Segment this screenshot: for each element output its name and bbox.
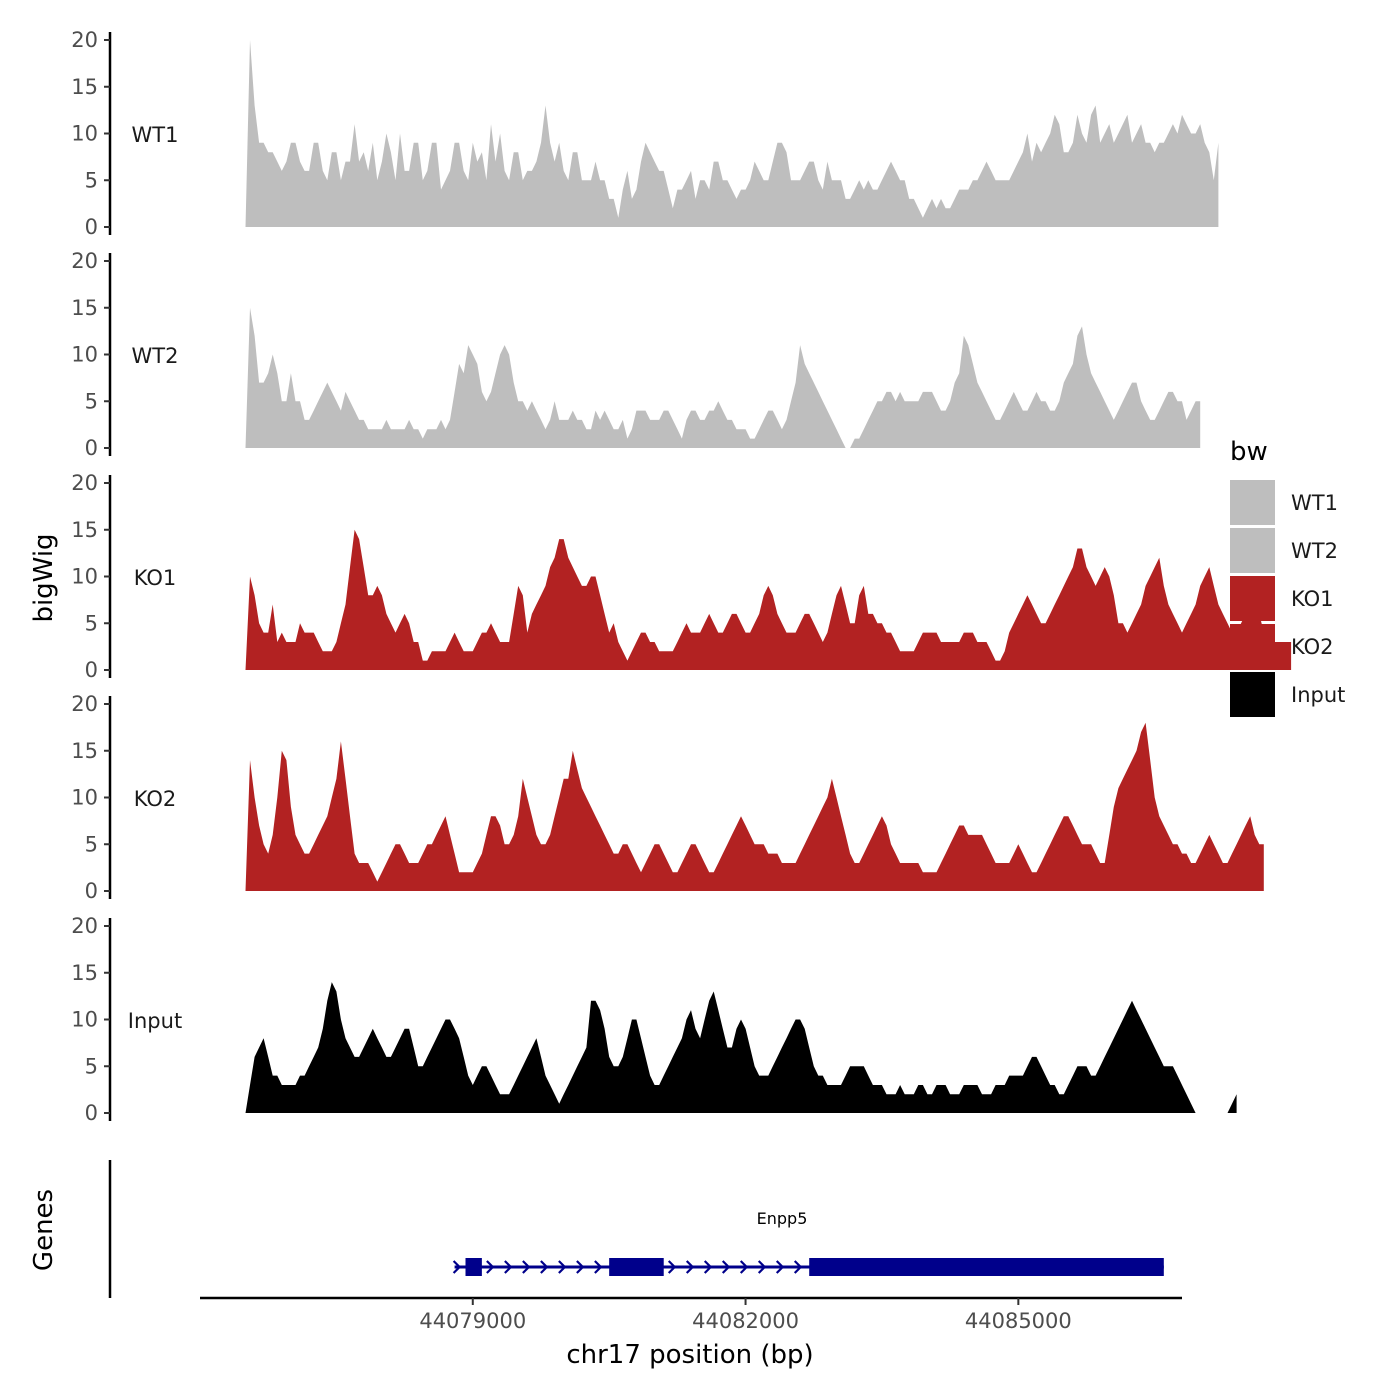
strand-arrow-icon [540, 1260, 549, 1274]
y-tick-label: 5 [85, 389, 98, 413]
x-axis-title: chr17 position (bp) [566, 1340, 813, 1370]
strand-arrow-icon [667, 1260, 677, 1274]
legend-swatch [1230, 576, 1275, 621]
strand-arrow-icon [486, 1260, 495, 1274]
x-axis: 44079000 44082000 44085000 [200, 1296, 1182, 1333]
legend-item-wt2: WT2 [1230, 528, 1338, 573]
strand-arrow-icon [522, 1260, 531, 1274]
strand-arrow-icon [757, 1260, 767, 1274]
y-tick-label: 20 [71, 914, 98, 938]
y-tick-label: 10 [71, 122, 98, 146]
y-tick-label: 0 [85, 658, 98, 682]
strand-arrow-icon [685, 1260, 695, 1274]
gene-exon [465, 1258, 482, 1276]
strand-arrow-icon [739, 1260, 749, 1274]
y-tick-label: 5 [85, 168, 98, 192]
y-tick-label: 20 [71, 249, 98, 273]
gene-name-label: Enpp5 [757, 1209, 808, 1228]
legend-item-ko1: KO1 [1230, 576, 1334, 621]
strand-arrow-icon [793, 1260, 803, 1274]
y-tick-label: 10 [71, 565, 98, 589]
strand-arrow-icon [721, 1260, 731, 1274]
y-tick-label: 0 [85, 879, 98, 903]
x-tick-label: 44079000 [419, 1309, 526, 1333]
y-tick-label: 5 [85, 611, 98, 635]
y-tick-label: 0 [85, 215, 98, 239]
y-tick-label: 10 [71, 343, 98, 367]
y-tick-label: 15 [71, 518, 98, 542]
track-ko2: 0 5 10 15 20 KO2 [71, 692, 1264, 903]
coverage-area-wt1 [245, 40, 1219, 227]
strand-arrow-icon [576, 1260, 585, 1274]
y-tick-label: 20 [71, 471, 98, 495]
legend-label: KO1 [1291, 587, 1334, 611]
track-ko1: 0 5 10 15 20 KO1 [71, 471, 1292, 682]
strand-arrow-icon [504, 1260, 513, 1274]
legend-swatch [1230, 624, 1275, 669]
legend-swatch [1230, 480, 1275, 525]
y-tick-label: 20 [71, 28, 98, 52]
coverage-area-ko2 [245, 722, 1264, 891]
legend-label: KO2 [1291, 635, 1334, 659]
strand-arrow-icon [775, 1260, 785, 1274]
coverage-area-ko1 [245, 529, 1292, 670]
genes-track: Enpp5 [108, 1160, 1164, 1298]
y-tick-label: 5 [85, 1054, 98, 1078]
gene-enpp5: Enpp5 [452, 1209, 1164, 1276]
y-tick-label: 10 [71, 786, 98, 810]
track-wt2: 0 5 10 15 20 WT2 [71, 249, 1201, 460]
y-tick-label: 20 [71, 692, 98, 716]
legend-item-input: Input [1230, 672, 1345, 717]
track-label-input: Input [128, 1009, 182, 1033]
y-tick-label: 15 [71, 961, 98, 985]
x-tick-label: 44082000 [692, 1309, 799, 1333]
y-tick-label: 5 [85, 832, 98, 856]
coverage-tracks: 0 5 10 15 20 WT1 0 5 10 15 20 WT2 0 5 10 15 20 KO1 0 5 10 15 2… [71, 28, 1292, 1125]
legend-title: bw [1230, 437, 1268, 467]
gene-exon [609, 1258, 664, 1276]
y-tick-label: 15 [71, 75, 98, 99]
track-label-wt2: WT2 [132, 344, 179, 368]
track-label-wt1: WT1 [132, 123, 179, 147]
strand-arrow-icon [594, 1260, 603, 1274]
x-tick-label: 44085000 [965, 1309, 1072, 1333]
track-label-ko1: KO1 [134, 566, 177, 590]
strand-arrow-icon [452, 1260, 462, 1274]
legend: bw WT1 WT2 KO1 KO2 Input [1230, 437, 1345, 717]
y-tick-label: 15 [71, 739, 98, 763]
track-wt1: 0 5 10 15 20 WT1 [71, 28, 1219, 239]
gene-exon [809, 1258, 1164, 1276]
coverage-area-wt2 [245, 307, 1201, 448]
legend-label: Input [1291, 683, 1345, 707]
legend-item-ko2: KO2 [1230, 624, 1334, 669]
legend-label: WT2 [1291, 539, 1338, 563]
genes-track-title: Genes [29, 1189, 59, 1271]
legend-swatch [1230, 672, 1275, 717]
strand-arrow-icon [558, 1260, 567, 1274]
y-tick-label: 0 [85, 436, 98, 460]
legend-swatch [1230, 528, 1275, 573]
y-tick-label: 0 [85, 1101, 98, 1125]
y-axis-title: bigWig [29, 533, 59, 622]
strand-arrow-icon [703, 1260, 713, 1274]
y-tick-label: 15 [71, 296, 98, 320]
y-tick-label: 10 [71, 1008, 98, 1032]
coverage-area-input [245, 982, 1237, 1113]
legend-item-wt1: WT1 [1230, 480, 1338, 525]
track-label-ko2: KO2 [134, 787, 177, 811]
track-input: 0 5 10 15 20 Input [71, 914, 1237, 1125]
legend-label: WT1 [1291, 491, 1338, 515]
